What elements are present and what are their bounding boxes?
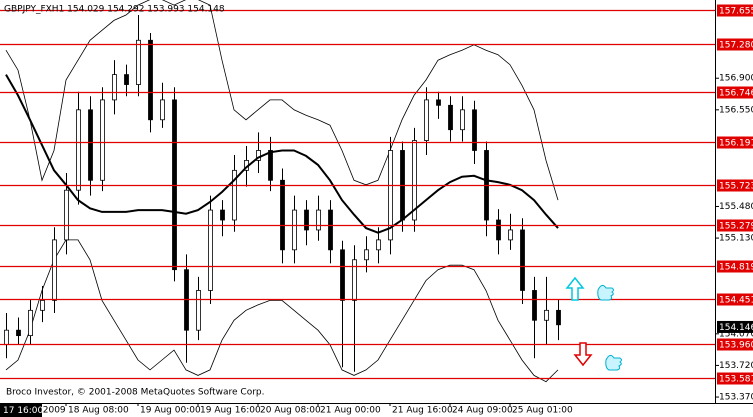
y-tick-label: 155.130 bbox=[719, 234, 753, 244]
plot-area bbox=[0, 0, 715, 383]
candle-body bbox=[196, 290, 201, 331]
level-label-box bbox=[717, 293, 753, 306]
candle-body bbox=[16, 329, 21, 337]
candle-body bbox=[148, 39, 153, 121]
candle-body bbox=[76, 109, 81, 191]
x-tick-label: 19 Aug 16:00 bbox=[200, 406, 261, 416]
level-label-box bbox=[717, 38, 753, 51]
candle-body bbox=[508, 229, 513, 241]
candle-body bbox=[136, 39, 141, 85]
level-label: 157.655 bbox=[719, 7, 753, 17]
y-tick-label: 156.550 bbox=[719, 105, 753, 115]
candle-body bbox=[328, 209, 333, 251]
level-label-box bbox=[717, 372, 753, 385]
y-tick-label: 155.480 bbox=[719, 202, 753, 212]
x-tick-label: 20 Aug 08:00 bbox=[260, 406, 321, 416]
level-label: 157.280 bbox=[719, 41, 753, 51]
candle-body bbox=[208, 209, 213, 291]
bands-upper bbox=[5, 0, 559, 201]
level-label: 153.960 bbox=[719, 341, 753, 351]
y-tick-label: 154.070 bbox=[719, 329, 753, 339]
candle-body bbox=[364, 249, 369, 261]
candle-body bbox=[532, 290, 537, 321]
copyright: Broco Investor, © 2001-2008 MetaQuotes S… bbox=[6, 388, 265, 398]
level-label-box bbox=[717, 136, 753, 149]
candle-body bbox=[304, 209, 309, 231]
level-label-box bbox=[717, 338, 753, 351]
level-label: 156.191 bbox=[719, 139, 753, 149]
candle-body bbox=[172, 99, 177, 271]
candle-body bbox=[100, 99, 105, 181]
cursor-time-box bbox=[0, 404, 42, 417]
candle-body bbox=[40, 299, 45, 311]
y-tick-label: 153.370 bbox=[719, 393, 753, 403]
x-tick-label: 24 Aug 09:00 bbox=[452, 406, 513, 416]
level-label: 154.451 bbox=[719, 296, 753, 306]
candle-body bbox=[88, 109, 93, 181]
candle-body bbox=[160, 99, 165, 121]
candle-body bbox=[112, 74, 117, 101]
candle-body bbox=[220, 209, 225, 221]
current-price-box bbox=[717, 320, 753, 333]
candle-body bbox=[340, 249, 345, 301]
candle-body bbox=[460, 109, 465, 131]
candle-body bbox=[544, 309, 549, 321]
current-price-label: 154.146 bbox=[719, 323, 753, 333]
x-tick-label: 19 Aug 00:00 bbox=[140, 406, 201, 416]
candle-body bbox=[412, 140, 417, 221]
candle-body bbox=[520, 229, 525, 291]
moving-average bbox=[5, 74, 559, 234]
level-label-box bbox=[717, 219, 753, 232]
candle-body bbox=[280, 179, 285, 251]
candle-body bbox=[556, 309, 561, 326]
x-tick-label: 21 Aug 00:00 bbox=[320, 406, 381, 416]
level-label-box bbox=[717, 86, 753, 99]
x-tick-label: 21 Aug 16:00 bbox=[392, 406, 453, 416]
candle-body bbox=[316, 209, 321, 231]
chart-title: GBPJPY_FXH1 154.029 154.292 153.993 154.… bbox=[4, 5, 225, 15]
candle-body bbox=[352, 259, 357, 301]
candle-body bbox=[448, 104, 453, 131]
thumb-icon bbox=[597, 284, 614, 301]
down-arrow bbox=[573, 342, 593, 367]
candle-body bbox=[424, 99, 429, 141]
level-label-box bbox=[717, 4, 753, 17]
candle-body bbox=[4, 329, 9, 346]
candle-body bbox=[292, 209, 297, 251]
level-label-box bbox=[717, 260, 753, 273]
x-tick-label: 25 Aug 01:00 bbox=[512, 406, 573, 416]
signal-icons bbox=[565, 276, 622, 371]
candle-body bbox=[496, 219, 501, 241]
candle-body bbox=[28, 309, 33, 337]
x-tick-label: 18 Aug 08:00 bbox=[68, 406, 129, 416]
level-label: 155.279 bbox=[719, 222, 753, 232]
candle-body bbox=[376, 239, 381, 251]
candle-body bbox=[472, 109, 477, 151]
candle-body bbox=[52, 239, 57, 301]
candle-body bbox=[124, 74, 129, 85]
level-label: 154.819 bbox=[719, 263, 753, 273]
candle-body bbox=[388, 150, 393, 241]
candle-body bbox=[268, 150, 273, 181]
y-tick-label: 156.900 bbox=[719, 74, 753, 84]
candle-body bbox=[256, 150, 261, 161]
candle-body bbox=[436, 99, 441, 106]
y-tick-label: 153.720 bbox=[719, 361, 753, 371]
level-label-box bbox=[717, 179, 753, 192]
cursor-time-label: 17 16:00 bbox=[3, 406, 44, 416]
candle-body bbox=[232, 169, 237, 221]
thumb-icon bbox=[605, 354, 622, 371]
up-arrow bbox=[565, 276, 585, 301]
candle-body bbox=[64, 189, 69, 241]
level-label: 155.723 bbox=[719, 182, 753, 192]
level-label: 153.581 bbox=[719, 375, 753, 385]
level-label: 156.746 bbox=[719, 89, 753, 99]
